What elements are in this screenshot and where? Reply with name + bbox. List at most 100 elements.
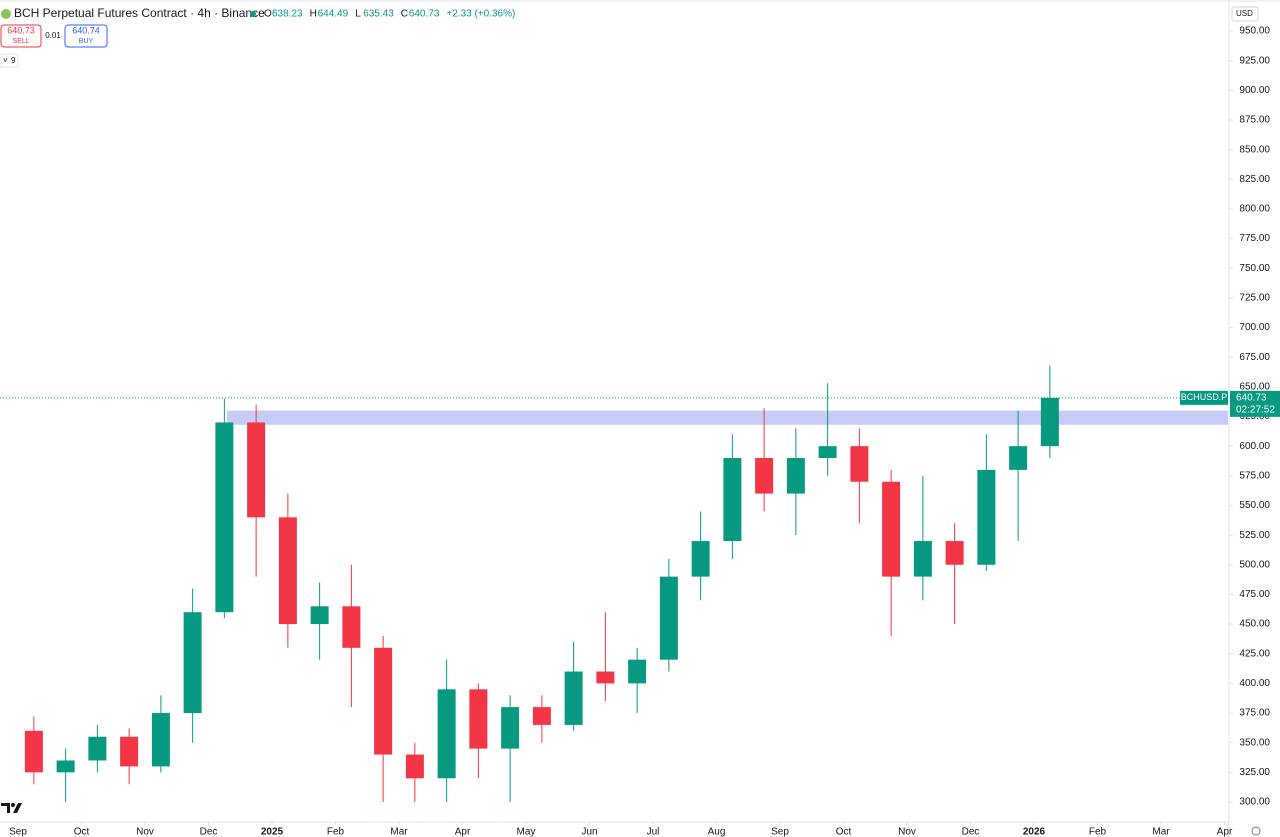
sell-button[interactable] — [0, 24, 42, 48]
candle-body — [469, 689, 488, 749]
x-tick-label: 2026 — [1023, 827, 1046, 837]
indicator-count: 9 — [11, 56, 16, 65]
currency-button[interactable] — [1231, 6, 1259, 22]
price-badge — [1230, 390, 1280, 417]
x-tick-label: Oct — [74, 827, 90, 837]
y-tick-label: 925.00 — [1239, 55, 1270, 66]
y-tick-label: 325.00 — [1239, 767, 1270, 778]
candle-body — [120, 736, 139, 767]
ohlc-key: O — [264, 9, 272, 20]
symbol-label: BCHUSD.P — [1181, 392, 1228, 402]
settings-icon[interactable] — [1251, 826, 1261, 836]
candle-body — [1009, 446, 1028, 470]
candle-body — [183, 612, 202, 714]
y-tick-label: 650.00 — [1239, 381, 1270, 392]
y-tick-label: 750.00 — [1239, 263, 1270, 274]
y-tick-label: 800.00 — [1239, 204, 1270, 215]
y-tick-label: 775.00 — [1239, 233, 1270, 244]
candle-body — [247, 422, 266, 518]
symbol-badge — [1180, 390, 1228, 405]
ohlc-value: 635.43 — [363, 9, 394, 20]
candle-body — [215, 422, 234, 613]
x-tick-label: Nov — [898, 827, 916, 837]
candle-body — [278, 517, 297, 625]
candle-body — [342, 606, 361, 648]
candle-body — [564, 671, 583, 725]
candle-body — [437, 689, 456, 779]
candle-body — [691, 541, 710, 577]
x-tick-label: Jun — [581, 827, 597, 837]
y-tick-label: 425.00 — [1239, 648, 1270, 659]
candle-body — [945, 541, 964, 565]
candle-body — [818, 446, 837, 459]
x-tick-label: May — [517, 827, 536, 837]
x-tick-label: Dec — [200, 827, 218, 837]
candle-body — [88, 736, 107, 761]
candle-body — [628, 659, 647, 684]
y-tick-label: 375.00 — [1239, 708, 1270, 719]
y-tick-label: 900.00 — [1239, 85, 1270, 96]
y-tick-label: 850.00 — [1239, 144, 1270, 155]
y-tick-label: 300.00 — [1239, 797, 1270, 808]
candle-body — [374, 647, 393, 755]
symbol-icon — [1, 9, 11, 19]
ohlc-value: 638.23 — [272, 9, 303, 20]
candle-body — [596, 671, 615, 684]
x-tick-label: Apr — [455, 827, 471, 837]
candle-body — [1040, 397, 1059, 447]
y-tick-label: 450.00 — [1239, 619, 1270, 630]
candle-body — [850, 446, 869, 482]
y-tick-label: 550.00 — [1239, 500, 1270, 511]
ohlc-value: 640.73 — [409, 9, 440, 20]
x-tick-label: Dec — [962, 827, 980, 837]
candle-body — [532, 707, 551, 725]
ohlc-value: 644.49 — [318, 9, 349, 20]
ohlc-key: C — [401, 9, 408, 20]
buy-label: BUY — [79, 38, 94, 45]
ohlc-legend: O 638.23 H 644.49 L 635.43 C 640.73 — [264, 9, 440, 20]
y-tick-label: 500.00 — [1239, 559, 1270, 570]
candle-body — [56, 760, 75, 773]
y-tick-label: 675.00 — [1239, 352, 1270, 363]
candle-body — [755, 458, 774, 494]
chevron: ˅ — [3, 56, 8, 65]
buy-button[interactable] — [64, 24, 108, 48]
candle-body — [977, 469, 996, 565]
sell-price: 640.73 — [7, 25, 35, 35]
y-tick-label: 400.00 — [1239, 678, 1270, 689]
x-tick-label: Sep — [9, 827, 27, 837]
countdown: 02:27:52 — [1236, 404, 1275, 415]
y-tick-label: 700.00 — [1239, 322, 1270, 333]
x-tick-label: Mar — [390, 827, 408, 837]
ohlc-key: H — [310, 9, 317, 20]
status-dot — [250, 11, 256, 17]
x-tick-label: Mar — [1152, 827, 1170, 837]
currency: USD — [1236, 9, 1253, 18]
candle-body — [723, 458, 742, 542]
candle-body — [24, 730, 43, 773]
candle-body — [405, 754, 424, 779]
candle-body — [501, 707, 520, 749]
x-tick-label: Aug — [708, 827, 726, 837]
y-tick-label: 725.00 — [1239, 293, 1270, 304]
y-tick-label: 875.00 — [1239, 115, 1270, 126]
x-tick-label: Feb — [1089, 827, 1107, 837]
y-tick-label: 525.00 — [1239, 530, 1270, 541]
candle-body — [659, 576, 678, 660]
ohlc-key: L — [355, 9, 361, 20]
change: +2.33 (+0.36%) — [446, 9, 515, 20]
chart-title: BCH Perpetual Futures Contract · 4h · Bi… — [14, 6, 265, 20]
resistance-zone — [227, 410, 1228, 425]
x-tick-label: Sep — [771, 827, 789, 837]
y-tick-label: 575.00 — [1239, 470, 1270, 481]
candle-body — [882, 481, 901, 577]
sell-label: SELL — [12, 38, 29, 45]
x-tick-label: Nov — [136, 827, 154, 837]
buy-price: 640.74 — [72, 25, 100, 35]
indicators-toggle[interactable] — [0, 53, 19, 68]
candle-body — [151, 713, 170, 767]
y-tick-label: 475.00 — [1239, 589, 1270, 600]
y-tick-label: 600.00 — [1239, 441, 1270, 452]
candle-body — [310, 606, 329, 625]
